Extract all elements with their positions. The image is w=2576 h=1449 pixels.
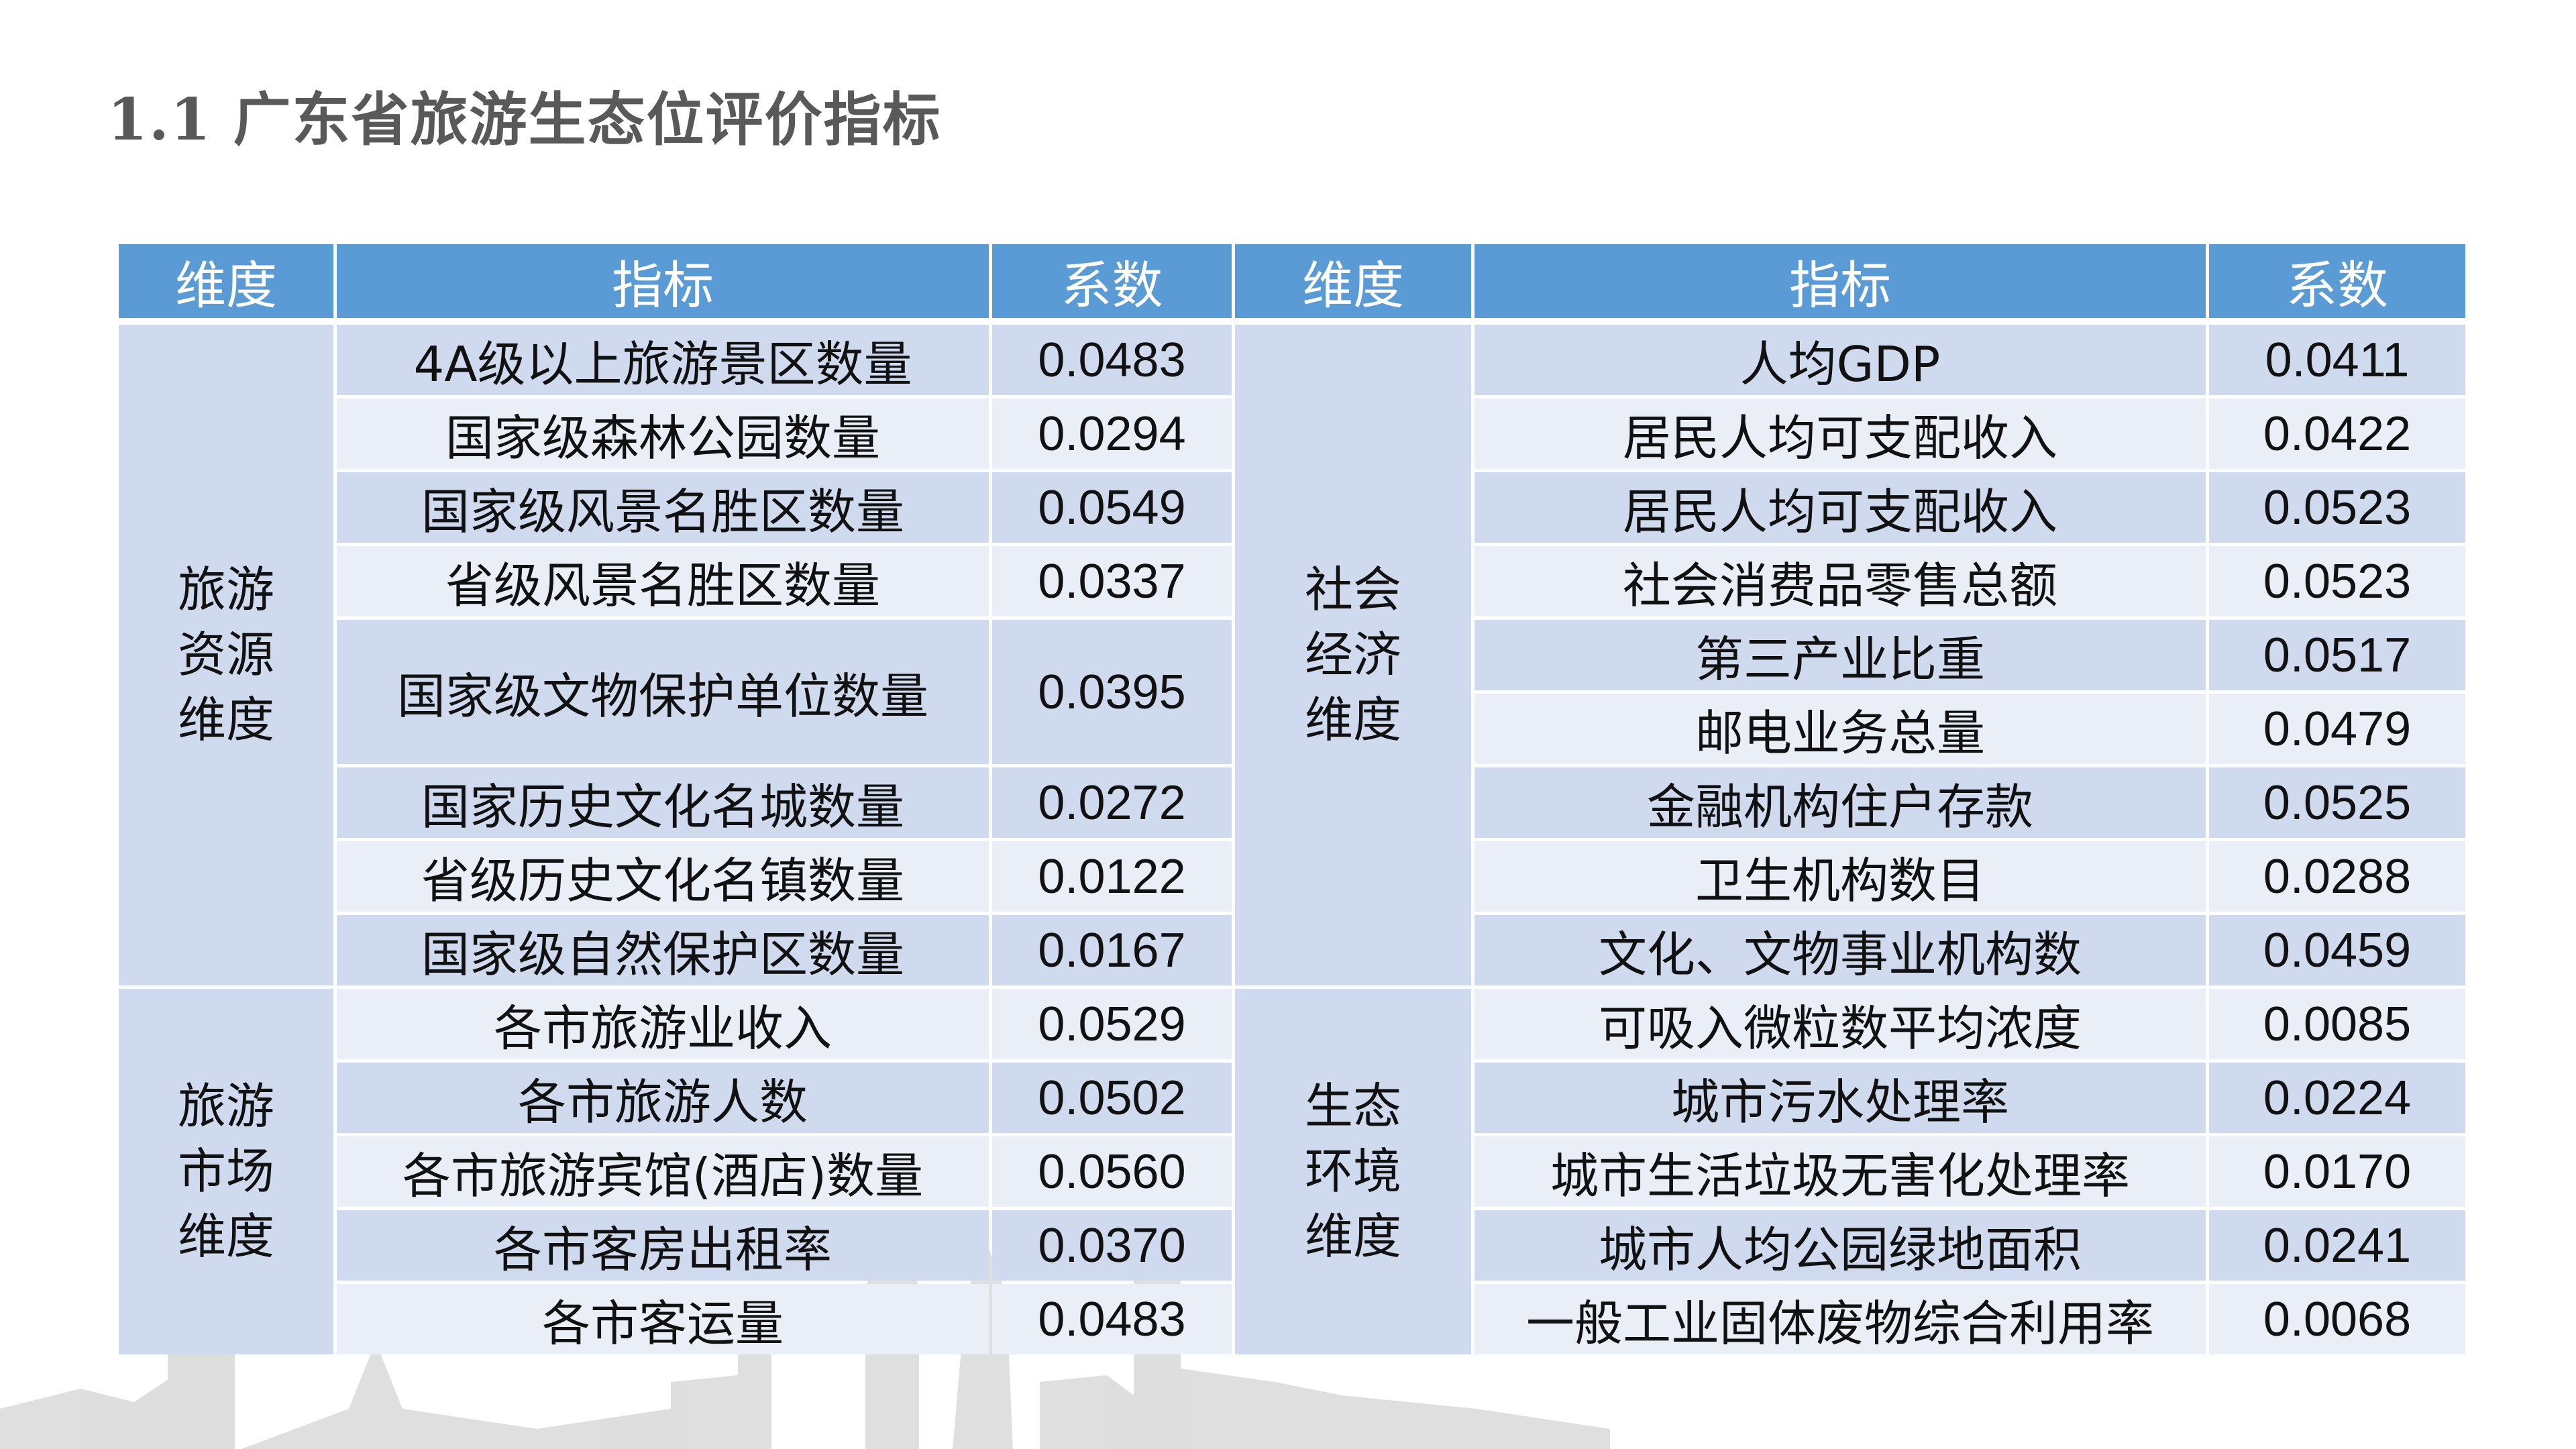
coefficient-cell: 0.0122 bbox=[992, 841, 1232, 912]
indicator-cell: 人均GDP bbox=[1474, 325, 2206, 395]
coefficient-cell: 0.0337 bbox=[992, 546, 1232, 616]
indicator-cell: 第三产业比重 bbox=[1474, 620, 2206, 690]
indicator-cell: 4A级以上旅游景区数量 bbox=[337, 325, 989, 395]
indicator-cell: 国家级自然保护区数量 bbox=[337, 915, 989, 985]
dimension-cell: 生态环境维度 bbox=[1235, 989, 1471, 1354]
coefficient-cell: 0.0170 bbox=[2209, 1136, 2465, 1207]
table-row: 国家级自然保护区数量 0.0167 文化、文物事业机构数 0.0459 bbox=[119, 915, 2465, 985]
indicator-cell: 邮电业务总量 bbox=[1474, 694, 2206, 764]
coefficient-cell: 0.0370 bbox=[992, 1210, 1232, 1281]
indicator-cell: 居民人均可支配收入 bbox=[1474, 398, 2206, 469]
indicator-cell: 城市污水处理率 bbox=[1474, 1063, 2206, 1133]
dimension-label: 旅游市场维度 bbox=[177, 1078, 274, 1265]
indicator-cell: 金融机构住户存款 bbox=[1474, 767, 2206, 838]
table-row: 国家级文物保护单位数量 0.0395 第三产业比重 0.0517 bbox=[119, 620, 2465, 764]
indicator-cell: 居民人均可支配收入 bbox=[1474, 472, 2206, 543]
table-row: 旅游市场维度 各市旅游业收入 0.0529 生态环境维度 可吸入微粒数平均浓度 0.008… bbox=[119, 989, 2465, 1354]
dimension-label: 社会经济维度 bbox=[1304, 561, 1401, 748]
table-row: 邮电业务总量 0.0479 bbox=[119, 694, 2465, 764]
coefficient-cell: 0.0483 bbox=[992, 325, 1232, 395]
coefficient-cell: 0.0411 bbox=[2209, 325, 2465, 395]
page-title: 1.1 广东省旅游生态位评价指标 bbox=[107, 86, 942, 154]
coefficient-cell: 0.0272 bbox=[992, 767, 1232, 838]
indicator-cell: 国家级文物保护单位数量 bbox=[337, 620, 989, 764]
header-dimension-right: 维度 bbox=[1235, 244, 1471, 318]
table-row: 旅游资源维度 4A级以上旅游景区数量 0.0483 社会经济维度 人均GDP 0.0411 bbox=[119, 325, 2465, 985]
indicator-cell: 文化、文物事业机构数 bbox=[1474, 915, 2206, 985]
table-row: 各市旅游宾馆(酒店)数量 0.0560 城市生活垃圾无害化处理率 0.0170 bbox=[119, 1136, 2465, 1207]
dimension-cell: 旅游资源维度 bbox=[119, 325, 333, 985]
coefficient-cell: 0.0224 bbox=[2209, 1063, 2465, 1133]
coefficient-cell: 0.0529 bbox=[992, 989, 1232, 1059]
indicator-cell: 城市人均公园绿地面积 bbox=[1474, 1210, 2206, 1281]
indicator-cell: 社会消费品零售总额 bbox=[1474, 546, 2206, 616]
coefficient-cell: 0.0523 bbox=[2209, 472, 2465, 543]
indicator-cell: 可吸入微粒数平均浓度 bbox=[1474, 989, 2206, 1059]
coefficient-cell: 0.0459 bbox=[2209, 915, 2465, 985]
table-row: 国家级森林公园数量 0.0294 居民人均可支配收入 0.0422 bbox=[119, 398, 2465, 469]
table-row: 国家历史文化名城数量 0.0272 金融机构住户存款 0.0525 bbox=[119, 767, 2465, 838]
indicator-cell: 各市客房出租率 bbox=[337, 1210, 989, 1281]
coefficient-cell: 0.0167 bbox=[992, 915, 1232, 985]
header-coefficient-right: 系数 bbox=[2209, 244, 2465, 318]
table-row: 各市客房出租率 0.0370 城市人均公园绿地面积 0.0241 bbox=[119, 1210, 2465, 1281]
indicator-cell: 各市旅游宾馆(酒店)数量 bbox=[337, 1136, 989, 1207]
dimension-label: 旅游资源维度 bbox=[177, 561, 274, 748]
coefficient-cell: 0.0483 bbox=[992, 1284, 1232, 1354]
header-indicator-right: 指标 bbox=[1474, 244, 2206, 318]
indicator-cell: 各市客运量 bbox=[337, 1284, 989, 1354]
coefficient-cell: 0.0085 bbox=[2209, 989, 2465, 1059]
evaluation-index-table: 维度 指标 系数 维度 指标 系数 旅游资源维度 4A级以上旅游景区数量 0.048… bbox=[115, 241, 2469, 1358]
table-header-row: 维度 指标 系数 维度 指标 系数 bbox=[119, 244, 2465, 318]
indicator-cell: 国家历史文化名城数量 bbox=[337, 767, 989, 838]
indicator-cell: 一般工业固体废物综合利用率 bbox=[1474, 1284, 2206, 1354]
coefficient-cell: 0.0517 bbox=[2209, 620, 2465, 690]
dimension-label: 生态环境维度 bbox=[1304, 1078, 1401, 1265]
coefficient-cell: 0.0422 bbox=[2209, 398, 2465, 469]
dimension-cell: 社会经济维度 bbox=[1235, 325, 1471, 985]
coefficient-cell: 0.0549 bbox=[992, 472, 1232, 543]
coefficient-cell: 0.0241 bbox=[2209, 1210, 2465, 1281]
indicator-cell: 国家级森林公园数量 bbox=[337, 398, 989, 469]
header-coefficient-left: 系数 bbox=[992, 244, 1232, 318]
dimension-cell: 旅游市场维度 bbox=[119, 989, 333, 1354]
table-row: 国家级风景名胜区数量 0.0549 居民人均可支配收入 0.0523 bbox=[119, 472, 2465, 543]
coefficient-cell: 0.0502 bbox=[992, 1063, 1232, 1133]
coefficient-cell: 0.0288 bbox=[2209, 841, 2465, 912]
table-row: 省级风景名胜区数量 0.0337 社会消费品零售总额 0.0523 bbox=[119, 546, 2465, 616]
coefficient-cell: 0.0560 bbox=[992, 1136, 1232, 1207]
coefficient-cell: 0.0395 bbox=[992, 620, 1232, 764]
coefficient-cell: 0.0479 bbox=[2209, 694, 2465, 764]
coefficient-cell: 0.0294 bbox=[992, 398, 1232, 469]
header-dimension-left: 维度 bbox=[119, 244, 333, 318]
table-row: 各市旅游人数 0.0502 城市污水处理率 0.0224 bbox=[119, 1063, 2465, 1133]
table-row: 各市客运量 0.0483 一般工业固体废物综合利用率 0.0068 bbox=[119, 1284, 2465, 1354]
indicator-cell: 各市旅游业收入 bbox=[337, 989, 989, 1059]
header-indicator-left: 指标 bbox=[337, 244, 989, 318]
table-row: 省级历史文化名镇数量 0.0122 卫生机构数目 0.0288 bbox=[119, 841, 2465, 912]
coefficient-cell: 0.0525 bbox=[2209, 767, 2465, 838]
indicator-cell: 国家级风景名胜区数量 bbox=[337, 472, 989, 543]
indicator-cell: 各市旅游人数 bbox=[337, 1063, 989, 1133]
indicator-cell: 省级风景名胜区数量 bbox=[337, 546, 989, 616]
coefficient-cell: 0.0523 bbox=[2209, 546, 2465, 616]
coefficient-cell: 0.0068 bbox=[2209, 1284, 2465, 1354]
indicator-cell: 省级历史文化名镇数量 bbox=[337, 841, 989, 912]
indicator-cell: 卫生机构数目 bbox=[1474, 841, 2206, 912]
indicator-cell: 城市生活垃圾无害化处理率 bbox=[1474, 1136, 2206, 1207]
